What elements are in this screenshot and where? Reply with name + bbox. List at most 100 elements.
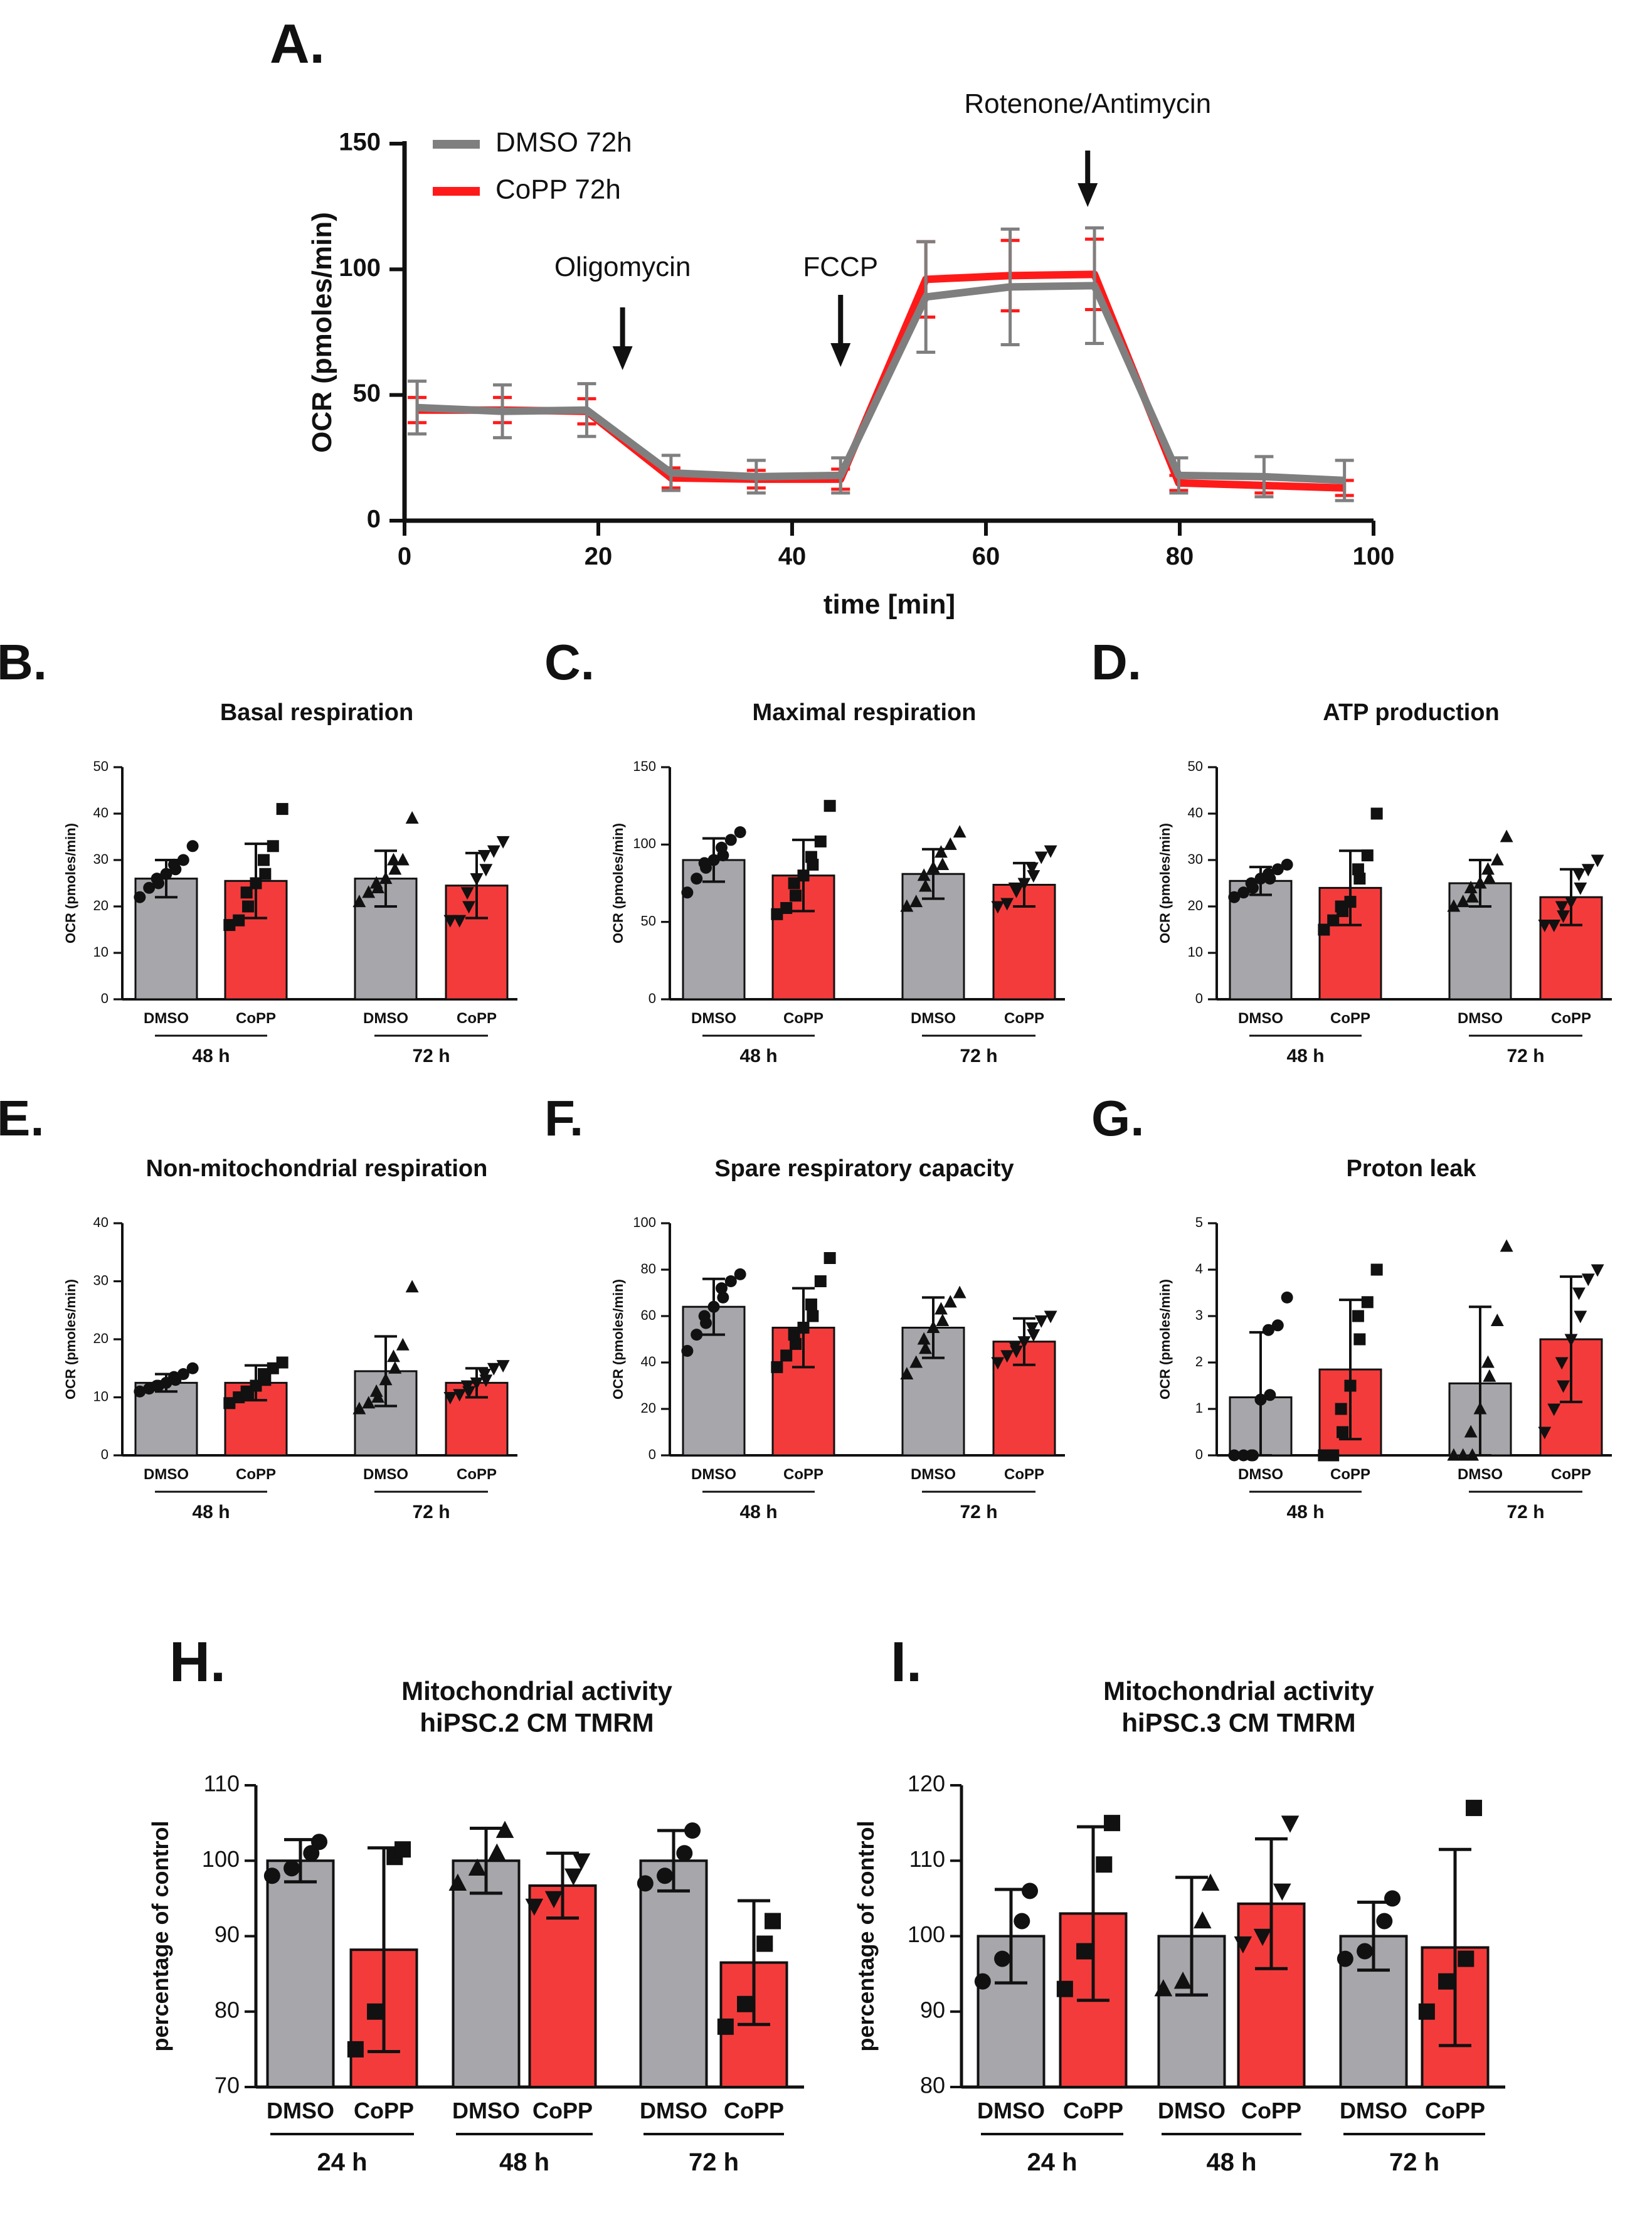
data-point: [186, 840, 199, 853]
data-point: [386, 1349, 400, 1362]
data-point: [1384, 1890, 1401, 1907]
data-point: [487, 1362, 500, 1376]
data-point: [1271, 1319, 1284, 1332]
data-point: [470, 1377, 484, 1390]
data-point: [303, 1845, 320, 1862]
y-tick-label: 50: [353, 380, 381, 407]
data-point: [917, 1332, 931, 1345]
group-label: 24 h: [317, 2149, 367, 2176]
data-point: [443, 915, 457, 928]
data-point: [186, 1362, 199, 1374]
category-label: DMSO: [1458, 1466, 1503, 1483]
y-tick-label: 30: [1188, 851, 1203, 867]
y-axis-label: OCR (pmoles/min): [63, 823, 78, 943]
category-label: CoPP: [783, 1466, 823, 1483]
data-point: [468, 1858, 487, 1876]
data-point: [1044, 1310, 1057, 1324]
data-point: [1025, 862, 1039, 875]
data-point: [936, 858, 950, 870]
data-point: [1228, 891, 1241, 903]
x-tick-label: 20: [585, 543, 613, 570]
data-point: [1466, 890, 1480, 903]
data-point: [1555, 901, 1569, 914]
panel-f: F. Spare respiratory capacity 0 20 40 60 80 100…: [544, 1090, 1065, 1522]
y-axis-label: OCR (pmoles/min): [63, 1279, 78, 1400]
data-point: [460, 1380, 474, 1393]
legend-label-dmso: DMSO 72h: [495, 127, 632, 158]
group-label: 72 h: [412, 1502, 450, 1522]
y-tick-label: 70: [214, 2073, 240, 2098]
data-point: [991, 1357, 1005, 1370]
data-point: [1490, 1314, 1504, 1326]
data-point: [1500, 1239, 1513, 1252]
annotation-label: FCCP: [803, 252, 878, 282]
data-point: [1027, 870, 1040, 883]
data-point: [771, 908, 783, 920]
data-point: [1154, 1979, 1173, 1997]
bar-dmso: [266, 1859, 335, 2088]
category-label: CoPP: [1425, 2098, 1485, 2123]
data-point: [151, 873, 163, 885]
y-tick-label: 5: [1195, 1214, 1203, 1230]
panel-c: C. Maximal respiration 0 50 100 150 OCR (pmole…: [544, 634, 1065, 1066]
annotation-arrowhead: [612, 346, 633, 370]
data-point: [1014, 1913, 1030, 1930]
group-label: 72 h: [689, 2149, 739, 2176]
y-tick-label: 100: [202, 1846, 240, 1872]
category-label: DMSO: [911, 1466, 956, 1483]
data-point: [362, 1396, 376, 1409]
data-point: [369, 1384, 383, 1397]
data-point: [1547, 920, 1561, 932]
data-point: [352, 895, 366, 908]
y-axis-label: OCR (pmoles/min): [1157, 1279, 1173, 1400]
category-label: DMSO: [363, 1466, 408, 1483]
group-label: 24 h: [1027, 2149, 1077, 2176]
data-point: [1456, 895, 1470, 908]
y-axis-label: OCR (pmoles/min): [307, 212, 337, 453]
y-tick-label: 40: [93, 1214, 109, 1230]
data-point: [943, 837, 957, 850]
panel-d: D. ATP production 0 10 20 30 40 50 OCR (pmoles/m…: [1091, 634, 1612, 1066]
category-label: CoPP: [1330, 1466, 1370, 1483]
data-point: [974, 1973, 991, 1990]
data-point: [1025, 1322, 1039, 1335]
category-label: CoPP: [1551, 1466, 1591, 1483]
panel-label-f: F.: [544, 1090, 583, 1146]
data-point: [525, 1898, 544, 1916]
data-point: [479, 864, 493, 877]
y-axis-label: OCR (pmoles/min): [1157, 823, 1173, 943]
data-point: [477, 850, 491, 863]
category-label: CoPP: [1330, 1010, 1370, 1027]
data-point: [1245, 877, 1258, 890]
y-tick-label: 40: [641, 1354, 656, 1369]
data-point: [1547, 1403, 1561, 1416]
data-point: [765, 1913, 781, 1930]
data-point: [780, 901, 793, 914]
y-tick-label: 80: [641, 1261, 656, 1277]
data-point: [991, 901, 1005, 914]
panel-label-e: E.: [0, 1090, 45, 1146]
data-point: [453, 1389, 467, 1402]
chart-title: Non-mitochondrial respiration: [146, 1155, 488, 1182]
y-tick-label: 80: [214, 1997, 240, 2022]
data-point: [460, 887, 474, 900]
y-tick-label: 2: [1195, 1354, 1203, 1369]
category-label: DMSO: [144, 1010, 189, 1027]
data-point: [396, 853, 410, 866]
y-tick-label: 100: [339, 254, 381, 282]
data-point: [143, 881, 156, 894]
data-point: [1281, 858, 1293, 871]
data-point: [160, 868, 172, 880]
chart-title: ATP production: [1323, 699, 1499, 726]
data-point: [1581, 864, 1595, 877]
data-point: [919, 1341, 933, 1354]
category-label: DMSO: [640, 2098, 707, 2123]
data-point: [1201, 1873, 1220, 1891]
data-point: [1352, 863, 1364, 876]
data-point: [637, 1875, 654, 1892]
data-point: [953, 825, 966, 838]
data-point: [1008, 882, 1022, 895]
y-tick-label: 4: [1195, 1261, 1203, 1277]
